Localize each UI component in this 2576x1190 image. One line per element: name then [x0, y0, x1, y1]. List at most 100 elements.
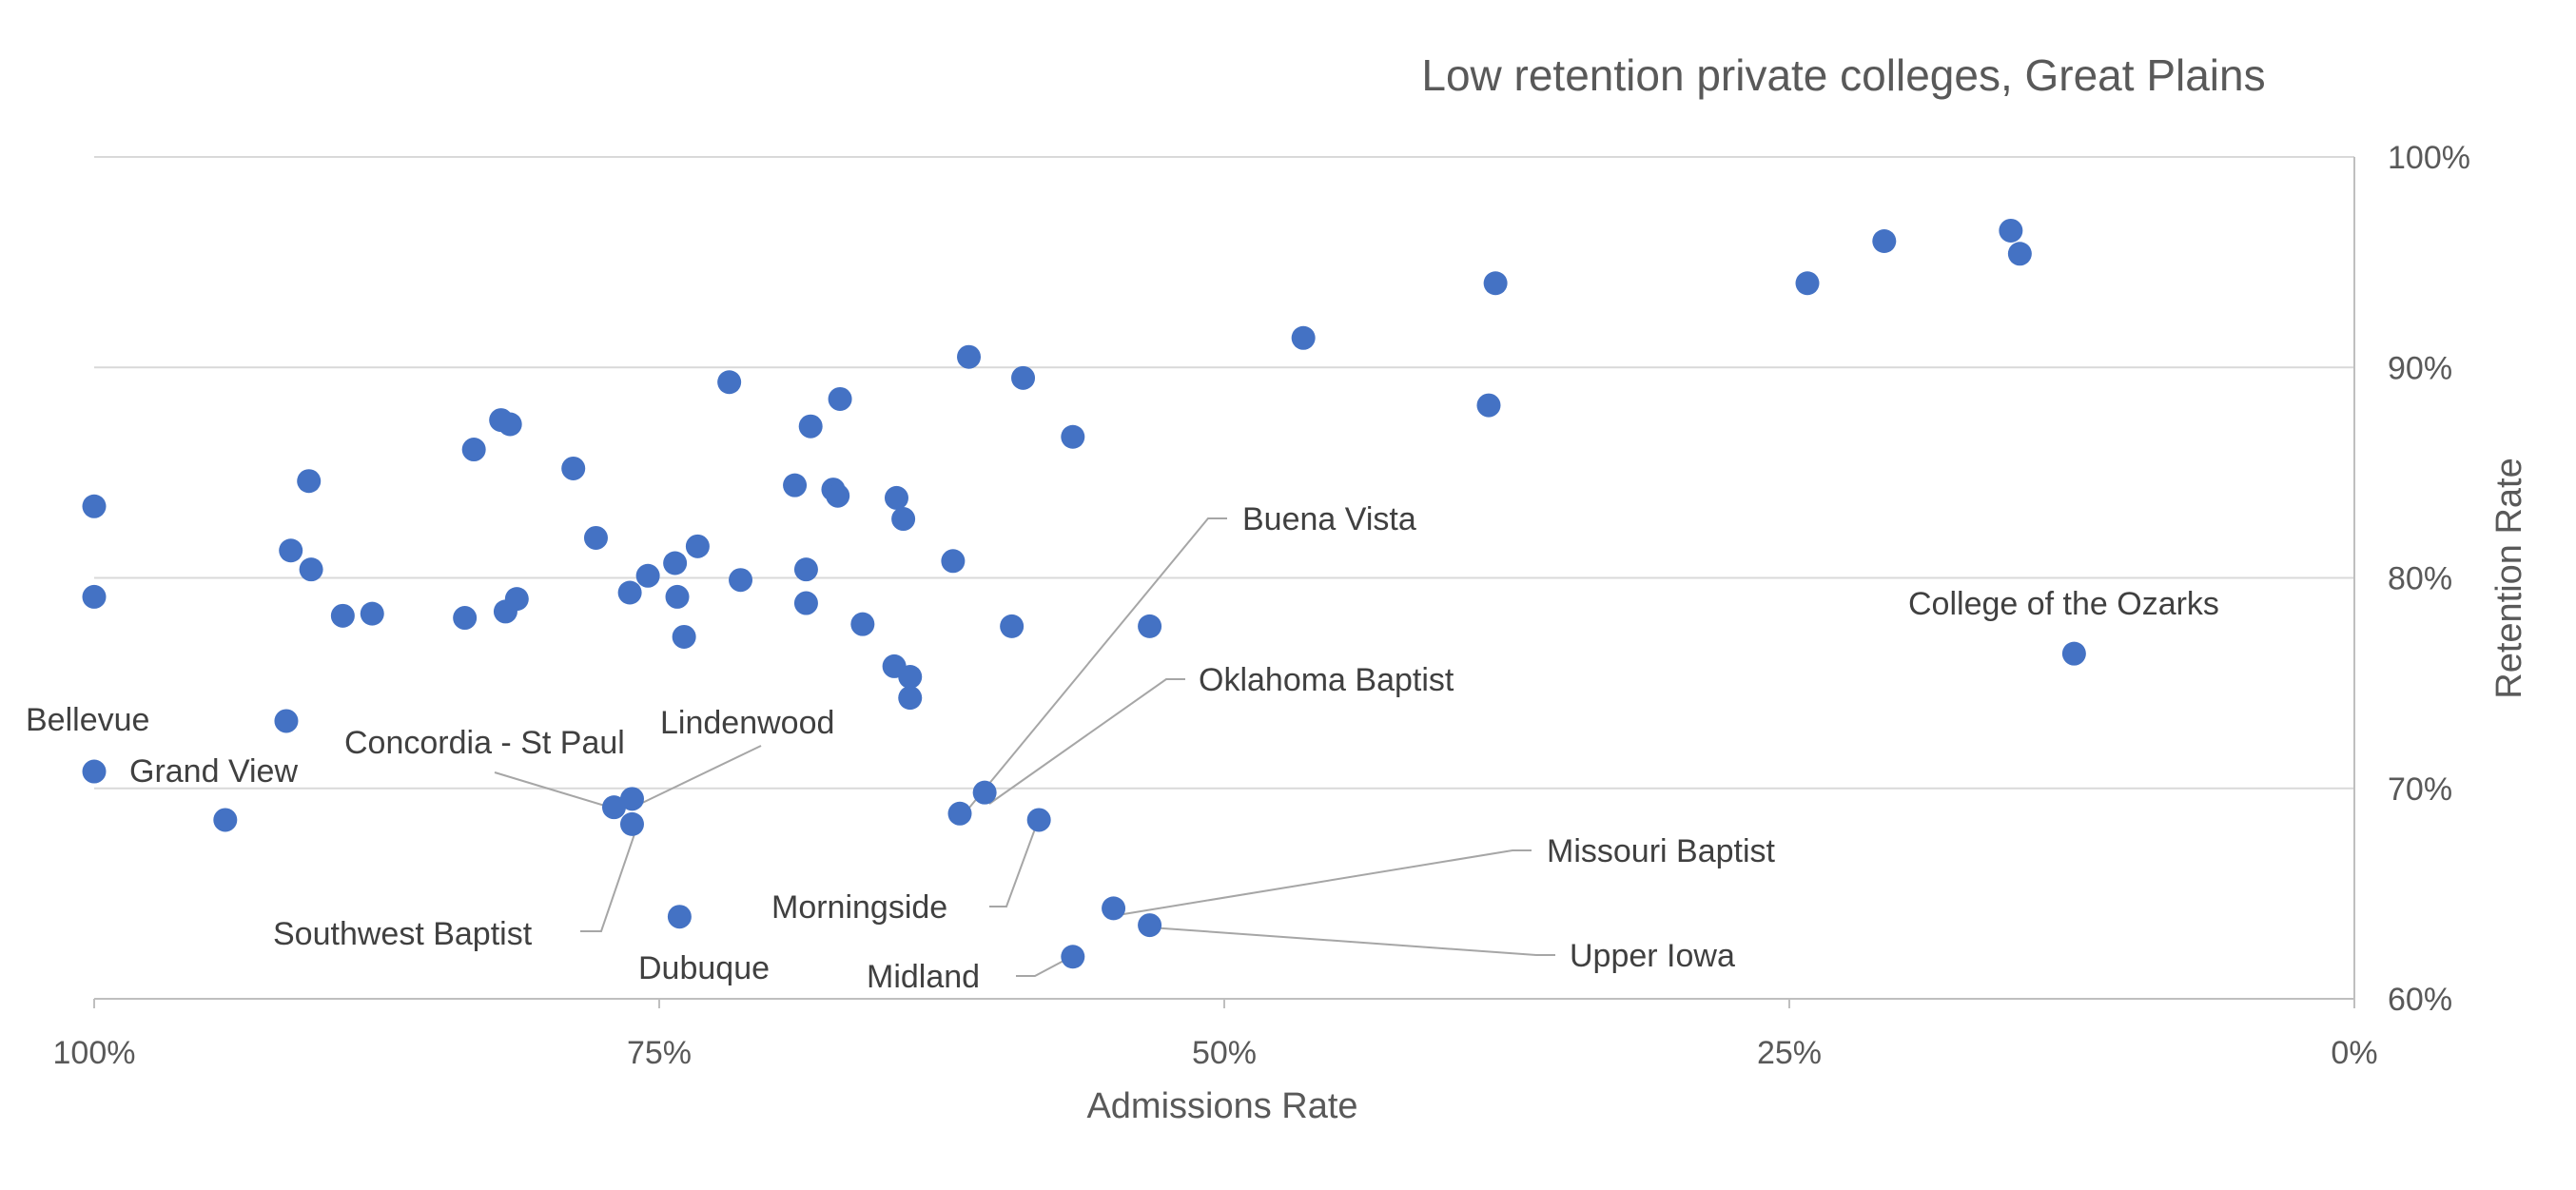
data-point-label: Bellevue [26, 702, 149, 738]
data-point [685, 534, 710, 558]
data-point [850, 612, 875, 636]
data-point-label: Grand View [129, 753, 298, 790]
data-point [1483, 271, 1508, 296]
chart-title: Low retention private colleges, Great Pl… [1421, 50, 2265, 100]
label-leader-line [635, 745, 762, 807]
y-tick-label: 100% [2388, 140, 2470, 176]
grid-lines [93, 156, 2355, 1008]
data-point [635, 563, 660, 588]
data-point [798, 414, 823, 439]
data-point [663, 551, 688, 575]
data-point-label: Upper Iowa [1570, 938, 1735, 974]
data-point [793, 591, 818, 615]
y-axis-title: Retention Rate [2489, 458, 2529, 699]
data-point-label: Morningside [771, 889, 947, 926]
data-point [1102, 896, 1126, 921]
data-point [957, 344, 982, 369]
x-tick-label: 100% [53, 1035, 136, 1071]
data-point [82, 759, 107, 784]
label-leader-line [580, 828, 637, 932]
data-point-label: Lindenwood [660, 705, 834, 741]
data-point [82, 584, 107, 609]
data-point [461, 438, 486, 462]
data-point [947, 801, 972, 826]
data-point [617, 580, 642, 605]
data-point [1138, 913, 1162, 938]
data-point [1061, 945, 1085, 969]
data-point-label: Missouri Baptist [1547, 833, 1776, 869]
data-point-label: Dubuque [638, 950, 770, 986]
data-point [1026, 808, 1051, 832]
data-point [828, 386, 852, 411]
data-point [672, 624, 696, 649]
data-point [898, 664, 923, 689]
data-point [1476, 393, 1501, 418]
data-point [619, 811, 644, 836]
y-tick-labels: 60% 70% 80% 90% 100% [2388, 140, 2470, 1018]
data-point [274, 709, 299, 733]
data-point [360, 601, 384, 626]
label-leader-line [1117, 849, 1532, 916]
x-tick-labels: 100% 75% 50% 25% 0% [53, 1035, 2378, 1071]
data-point [729, 568, 753, 593]
data-point [783, 473, 808, 497]
data-point [1795, 271, 1820, 296]
label-leader-line [1149, 927, 1555, 956]
data-point [601, 795, 626, 820]
data-point [213, 808, 238, 832]
data-point [1061, 424, 1085, 449]
data-point [1999, 218, 2023, 243]
data-point-label: College of the Ozarks [1908, 586, 2219, 622]
label-leader-line [494, 771, 618, 810]
data-point [299, 557, 323, 582]
data-point [972, 780, 997, 805]
x-tick-label: 25% [1757, 1035, 1822, 1071]
data-point [891, 507, 916, 532]
data-point [82, 494, 107, 518]
label-leader-line [988, 678, 1185, 805]
data-point [1011, 365, 1036, 390]
data-point [667, 905, 692, 929]
data-point [619, 787, 644, 811]
data-point [826, 483, 850, 508]
data-point [561, 456, 586, 480]
data-point [1291, 325, 1316, 350]
data-points [82, 218, 2086, 969]
y-tick-label: 80% [2388, 561, 2452, 597]
data-point [330, 603, 355, 628]
data-point-label: Buena Vista [1242, 501, 1416, 537]
data-point [498, 412, 522, 437]
data-point [453, 606, 478, 631]
label-leader-line [960, 517, 1227, 819]
data-point [884, 485, 908, 510]
data-point [297, 469, 322, 494]
x-tick-label: 75% [627, 1035, 692, 1071]
data-point [898, 686, 923, 711]
data-point [793, 557, 818, 582]
data-point [665, 584, 690, 609]
label-leader-lines [494, 517, 1555, 977]
x-tick-label: 50% [1192, 1035, 1257, 1071]
data-point [1872, 229, 1897, 253]
data-point [1000, 614, 1025, 638]
data-point [583, 525, 608, 550]
label-leader-line [1016, 959, 1066, 977]
data-point-label: Midland [867, 959, 980, 995]
data-point [2007, 242, 2032, 266]
data-point [2061, 641, 2086, 666]
y-tick-label: 60% [2388, 982, 2452, 1018]
label-leader-line [989, 823, 1038, 907]
x-axis-title: Admissions Rate [1086, 1086, 1357, 1126]
data-point-labels: Bellevue Grand View Concordia - St Paul Lin… [26, 501, 2219, 995]
y-tick-label: 70% [2388, 771, 2452, 808]
data-point [279, 538, 303, 563]
data-point-label: Concordia - St Paul [344, 725, 625, 761]
data-point-label: Oklahoma Baptist [1199, 662, 1454, 698]
data-point [504, 587, 529, 612]
data-point [1138, 614, 1162, 638]
x-tick-label: 0% [2331, 1035, 2377, 1071]
data-point [941, 549, 966, 574]
y-tick-label: 90% [2388, 350, 2452, 386]
data-point [717, 370, 742, 395]
